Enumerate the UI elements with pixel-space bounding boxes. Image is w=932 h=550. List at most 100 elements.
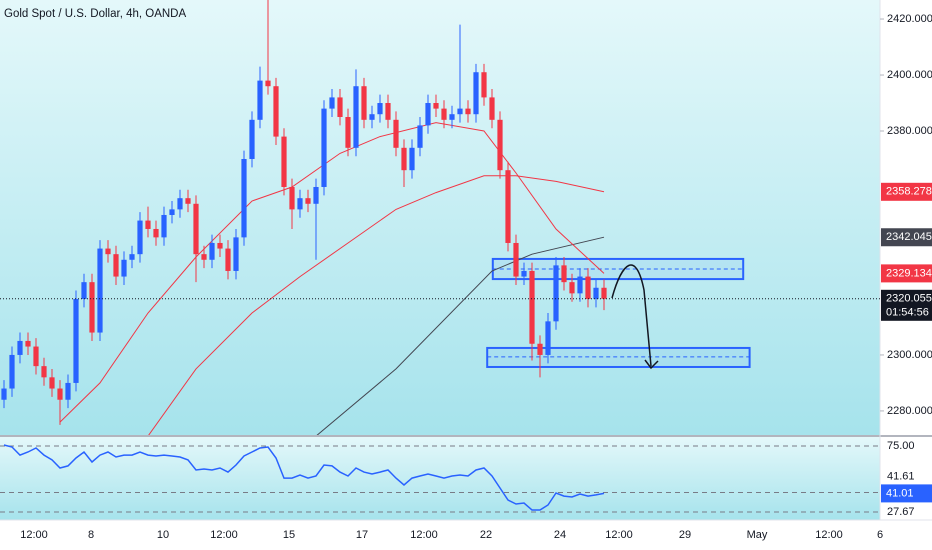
candle-body: [377, 103, 383, 115]
y-tick-label: 2300.000: [887, 349, 932, 361]
candle-body: [545, 321, 551, 355]
candle-body: [185, 198, 191, 204]
x-tick-label: 24: [554, 529, 566, 541]
candle-body: [17, 340, 23, 355]
rsi-plot: [0, 444, 880, 513]
chart-title: Gold Spot / U.S. Dollar, 4h, OANDA: [4, 8, 186, 20]
candle-body: [465, 108, 471, 115]
candle-body: [409, 147, 415, 171]
candle-body: [593, 287, 599, 299]
y-tick-label: 2380.000: [887, 125, 932, 137]
candle-body: [1, 388, 7, 400]
x-tick-label: 12:00: [410, 529, 438, 541]
candle-body: [329, 97, 335, 109]
candle-body: [385, 103, 391, 120]
candle-body: [505, 170, 511, 243]
candle-body: [129, 254, 135, 260]
moving-average: [148, 175, 605, 435]
rsi-tick-label: 75.00: [887, 440, 915, 452]
x-tick-label: 12:00: [20, 529, 48, 541]
x-tick-label: 29: [679, 529, 691, 541]
rsi-tick-label: 27.67: [887, 506, 915, 518]
candle-body: [273, 86, 279, 137]
y-tick-label: 2420.000: [887, 13, 932, 25]
candle-body: [73, 298, 79, 383]
rsi-line: [3, 444, 605, 511]
last-price-label: 2320.055: [886, 293, 932, 305]
candle-body: [9, 354, 15, 389]
x-tick-label: 8: [88, 529, 94, 541]
candle-body: [209, 242, 215, 260]
rsi-tick-label: 41.61: [887, 470, 915, 482]
candle-body: [217, 242, 223, 249]
candle-body: [337, 97, 343, 118]
candle-body: [57, 388, 63, 400]
price-label-bg: [881, 264, 932, 283]
x-tick-label: 15: [283, 529, 295, 541]
candle-body: [169, 209, 175, 215]
candle-body: [393, 119, 399, 148]
price-label: 2358.278: [886, 186, 932, 198]
candle-body: [225, 248, 231, 271]
candle-body: [113, 254, 119, 277]
y-tick-label: 2400.000: [887, 69, 932, 81]
candle-body: [161, 214, 167, 238]
candle-body: [81, 282, 87, 299]
candle-body: [585, 276, 591, 299]
candle-body: [353, 86, 359, 148]
candle-body: [305, 198, 311, 204]
candle-body: [489, 97, 495, 120]
candle-body: [601, 287, 607, 299]
candle-body: [289, 186, 295, 210]
candle-body: [321, 108, 327, 187]
candle-body: [521, 270, 527, 277]
candle-body: [537, 343, 543, 355]
projection-arrow: [611, 264, 652, 367]
rsi-label-bg: [881, 484, 932, 503]
candle-body: [105, 248, 111, 255]
price-label: 2342.045: [886, 231, 932, 243]
candle-body: [473, 72, 479, 115]
candle-body: [561, 265, 567, 283]
rsi-pane: [0, 437, 880, 520]
price-label: 2329.134: [886, 267, 932, 279]
candle-body: [25, 340, 31, 347]
candle-body: [145, 220, 151, 229]
last-price-bg: [881, 289, 932, 321]
candle-body: [513, 242, 519, 277]
candle-body: [313, 186, 319, 204]
candle-body: [345, 117, 351, 148]
moving-average: [316, 236, 605, 435]
price-label-bg: [881, 228, 932, 247]
x-tick-label: 12:00: [605, 529, 633, 541]
candle-body: [33, 346, 39, 367]
candle-body: [417, 125, 423, 148]
moving-average: [59, 122, 605, 423]
candle-body: [233, 237, 239, 271]
candle-body: [241, 158, 247, 238]
candle-body: [457, 108, 463, 115]
candle-body: [497, 119, 503, 171]
candle-body: [529, 270, 535, 344]
candle-body: [433, 103, 439, 109]
candle-body: [553, 265, 559, 322]
candle-body: [97, 248, 103, 333]
x-tick-label: May: [747, 529, 768, 541]
axes: 12:00 8 10 12:00 15 17 12:00 22 24 12:00 29 May 12:0…: [20, 13, 932, 541]
candle-body: [449, 114, 455, 120]
candle-body: [153, 228, 159, 238]
countdown: 01:54:56: [886, 307, 929, 319]
rsi-label: 41.01: [886, 487, 914, 499]
candle-body: [49, 377, 55, 389]
candle-body: [441, 108, 447, 120]
price-plot: [0, 0, 880, 435]
x-tick-label: 6: [877, 529, 883, 541]
candle-body: [41, 366, 47, 378]
candle-body: [369, 114, 375, 120]
candle-body: [361, 86, 367, 120]
price-pane: [0, 0, 880, 435]
zone-box: [486, 346, 751, 368]
candle-body: [65, 382, 71, 400]
